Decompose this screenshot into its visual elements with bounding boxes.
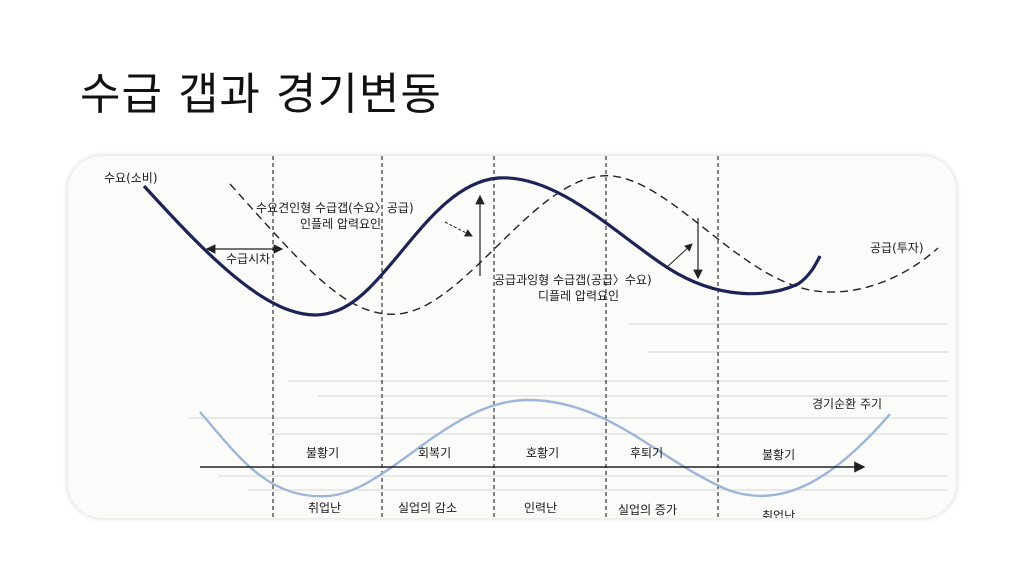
phase-label: 후퇴기 xyxy=(630,446,663,460)
deflation-gap-label: 공급과잉형 수급갭(공급〉수요) xyxy=(494,273,652,287)
deflation-gap-pointer xyxy=(665,243,693,269)
inflation-gap-label: 수요견인형 수급갭(수요〉공급) xyxy=(256,201,414,215)
phase-label: 회복기 xyxy=(418,446,451,460)
employment-label: 실업의 증가 xyxy=(618,503,677,517)
slide-title: 수급 갭과 경기변동 xyxy=(80,69,442,120)
employment-label: 취업난 xyxy=(308,501,341,515)
demand-label: 수요(소비) xyxy=(104,171,158,185)
employment-label: 인력난 xyxy=(524,501,557,515)
economic-cycle-diagram: 수요(소비) 공급(투자) 수급시차 수요견인형 수급갭(수요〉공급) 인플레 … xyxy=(104,156,948,518)
employment-label: 실업의 감소 xyxy=(398,501,457,515)
phase-label: 불황기 xyxy=(306,446,339,460)
background-texture xyxy=(188,323,948,491)
cycle-label: 경기순환 주기 xyxy=(812,397,882,411)
phase-dividers xyxy=(272,156,719,518)
diagram-panel: 수요(소비) 공급(투자) 수급시차 수요견인형 수급갭(수요〉공급) 인플레 … xyxy=(68,156,956,518)
phase-label: 호황기 xyxy=(526,446,559,460)
employment-label: 취업난 xyxy=(762,509,795,518)
business-cycle-curve xyxy=(199,398,891,498)
deflation-gap-sublabel: 디플레 압력요인 xyxy=(538,289,619,303)
lag-label: 수급시차 xyxy=(226,252,270,266)
demand-curve xyxy=(142,176,822,317)
inflation-gap-sublabel: 인플레 압력요인 xyxy=(300,217,381,231)
inflation-gap-pointer xyxy=(444,221,473,237)
supply-label: 공급(투자) xyxy=(870,241,924,255)
phase-label: 불황기 xyxy=(762,448,795,462)
